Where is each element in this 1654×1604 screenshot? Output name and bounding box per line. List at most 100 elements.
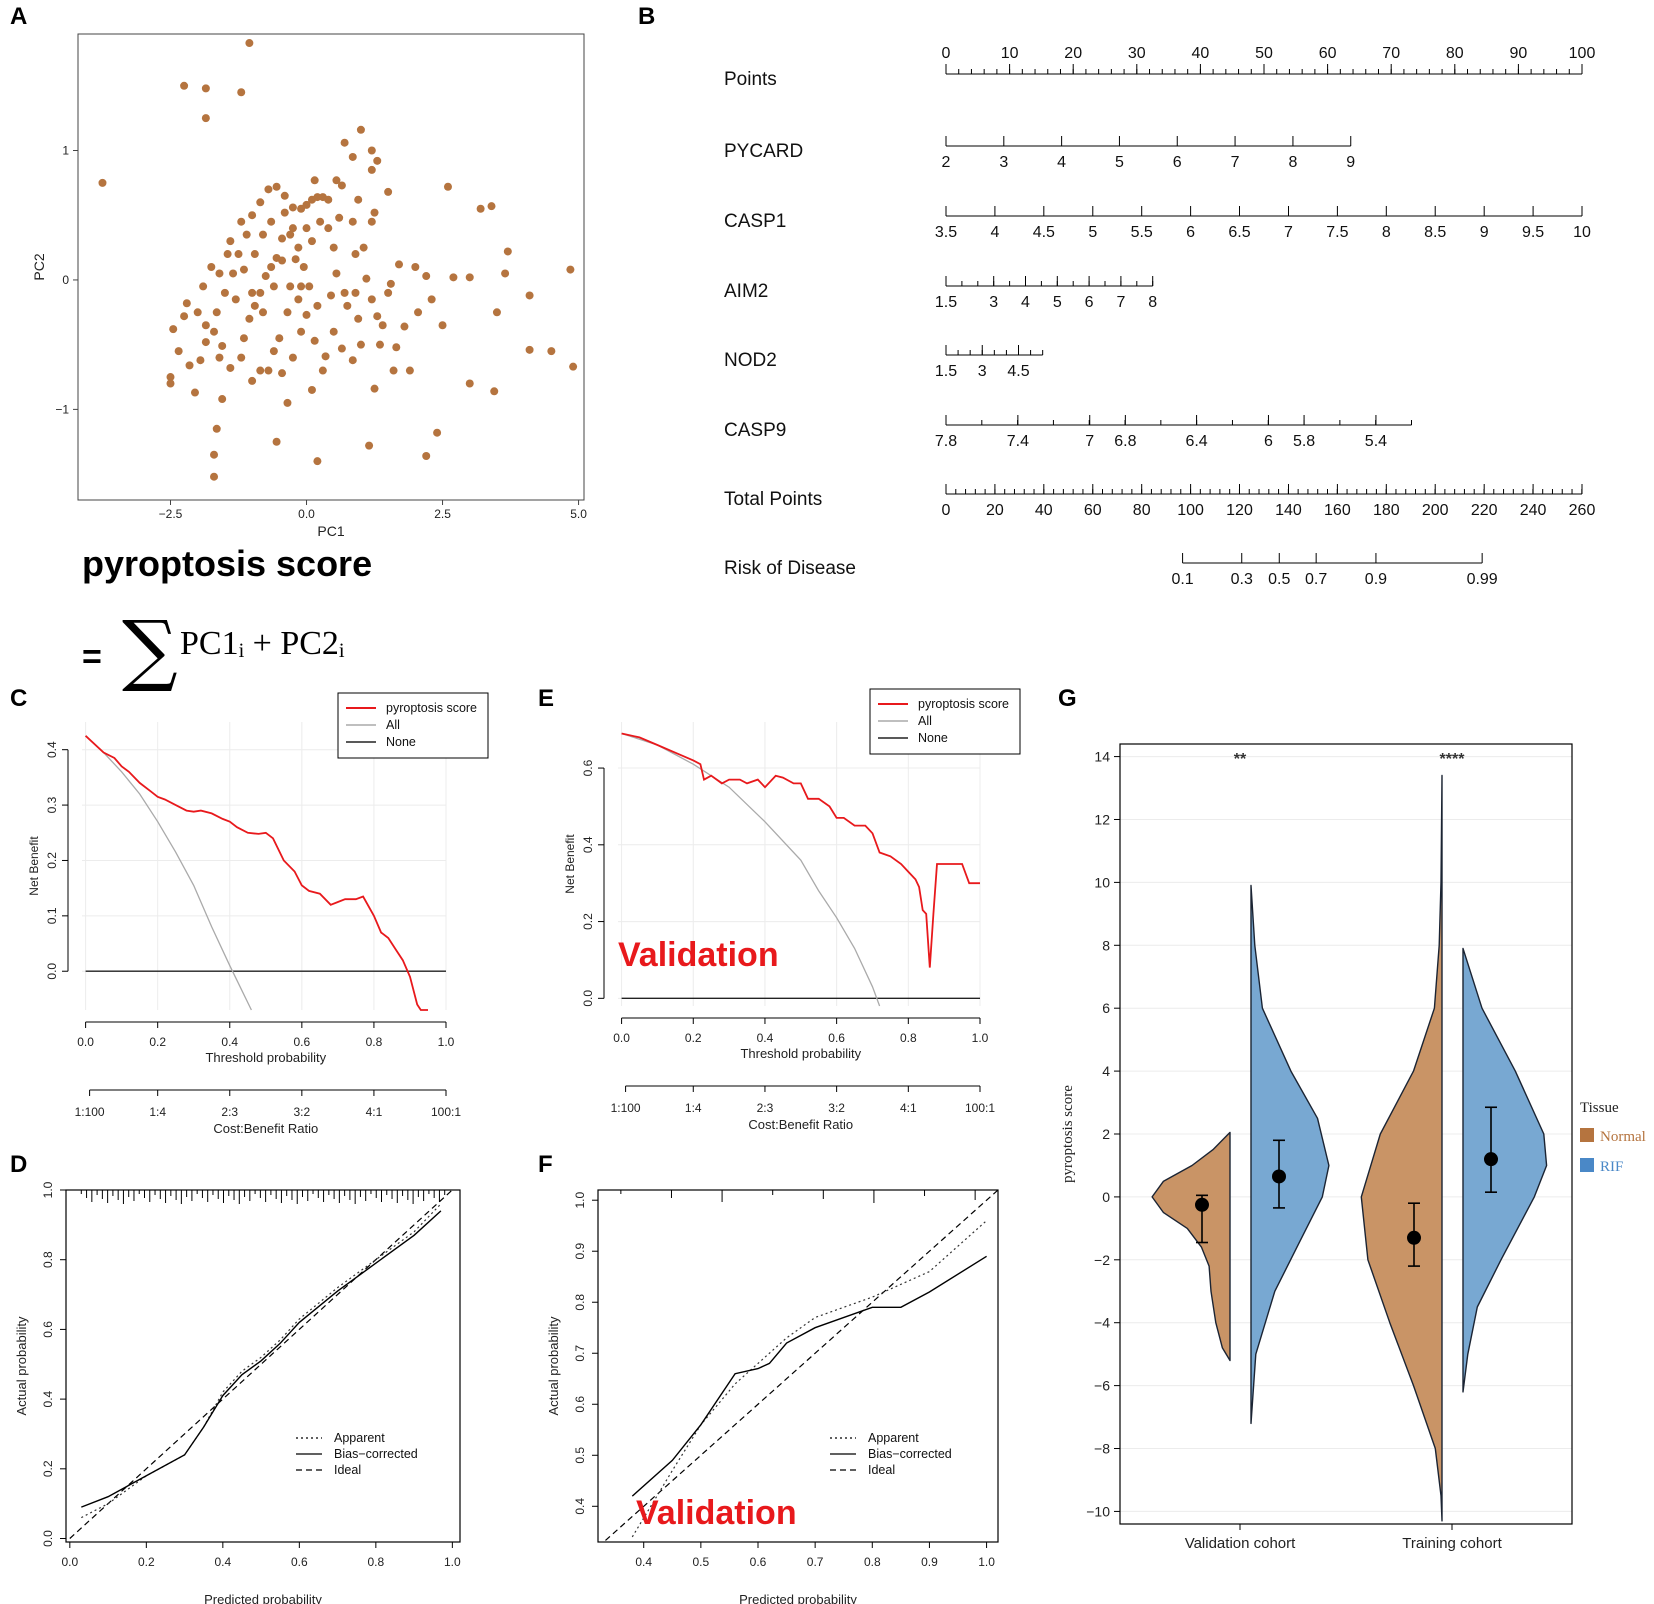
nomogram-row-name: CASP1 [724,211,786,232]
pca-point [174,347,183,356]
cal-d-y-tick-label: 0.0 [41,1530,55,1547]
violin-half-rif [1462,947,1548,1393]
dca-c-x-tick-label: 0.6 [293,1035,310,1049]
pca-point [237,217,246,226]
dca-e-x-tick-label: 0.6 [828,1031,845,1045]
dca-e-lines [621,732,980,1007]
dca-e-x-tick-label: 0.4 [757,1031,774,1045]
nomogram-tick-label: 3 [978,363,987,380]
pca-point [280,191,289,200]
pca-point [201,321,210,330]
pca-point [231,295,240,304]
dca-e-cost-tick-label: 3:2 [828,1101,845,1115]
dca-e-cost-tick-label: 1:4 [685,1101,702,1115]
nomogram-tick-label: 9 [1346,154,1355,171]
pca-point [340,138,349,147]
pca-point [395,260,404,269]
nomogram-tick-label: 20 [986,502,1004,519]
cal-d-x-tick-label: 0.0 [61,1555,78,1569]
nomogram-tick-label: 6 [1264,433,1273,450]
pca-point [302,224,311,233]
cal-f-x-tick-label: 1.0 [978,1555,995,1569]
dca-e-pyroptosis-line [621,732,980,968]
dca-e-cost-tick-label: 1:100 [611,1101,641,1115]
violin-legend-label: RIF [1600,1159,1623,1175]
pca-point [332,176,341,185]
pca-x-tick-label: 2.5 [434,507,451,521]
pca-point [348,356,357,365]
pca-point [367,217,376,226]
pca-point [449,273,458,282]
nomogram-tick-label: 10 [1573,224,1591,241]
pca-point [318,193,327,202]
dca-e-all-line [621,732,881,1007]
pca-point [327,291,335,300]
cal-f-x-tick-label: 0.4 [635,1555,652,1569]
cal-f-legend-label: Apparent [868,1431,919,1445]
pca-point [294,243,303,252]
violin-y-tick-label: −6 [1094,1378,1110,1394]
pca-point [335,213,344,222]
formula-equals: = [82,638,102,676]
dca-c-pyroptosis-line [84,735,428,1011]
violin-y-tick-label: −10 [1086,1503,1110,1519]
pca-point [275,334,284,343]
pca-point [199,282,208,291]
pca-point [286,230,295,239]
pca-point [438,321,447,330]
nomogram-tick-label: 140 [1275,502,1302,519]
pca-point [337,181,346,190]
dca-e-x-tick-label: 1.0 [972,1031,989,1045]
violin-y-tick-label: 8 [1102,937,1110,953]
nomogram-tick-label: 8 [1148,294,1157,311]
dca-c-y-axis-label: Net Benefit [27,836,41,896]
pca-point [367,295,376,304]
pca-point [220,288,229,297]
pca-y-tick-label: −1 [55,402,69,416]
pca-point [329,327,338,336]
dca-e-cost-tick-label: 2:3 [757,1101,774,1115]
pca-point [166,373,175,382]
nomogram-tick-label: 90 [1510,45,1528,62]
pca-point [207,263,216,271]
nomogram-tick-label: 200 [1422,502,1449,519]
nomogram-row-name: Total Points [724,489,822,510]
pca-point [258,230,267,239]
pca-point [218,341,227,350]
nomogram-tick-label: 160 [1324,502,1351,519]
pca-point [278,234,287,243]
pca-point [305,282,314,291]
pca-point [291,255,300,264]
pca-point [525,345,534,354]
cal-d-legend-label: Ideal [334,1463,361,1477]
nomogram-tick-label: 5.8 [1293,433,1315,450]
nomogram-row-name: Risk of Disease [724,558,856,579]
panel-label-d: D [10,1151,27,1178]
pca-point [427,295,436,304]
pca-point [384,288,393,297]
nomogram-tick-label: 0.5 [1268,571,1290,588]
pca-point [226,237,235,246]
cal-f-x-axis-label: Predicted probability [739,1592,857,1604]
pca-point [261,272,270,281]
nomogram-tick-label: 260 [1569,502,1596,519]
violin-mean-point [1407,1230,1421,1245]
nomogram-tick-label: 8 [1382,224,1391,241]
pca-plot-frame [77,33,585,501]
nomogram-tick-label: 5.4 [1365,433,1387,450]
cal-d-y-tick-label: 0.8 [41,1251,55,1268]
pca-x-tick-label: −2.5 [159,507,183,521]
violin-y-tick-label: 6 [1102,1000,1110,1016]
nomogram-tick-label: 6.5 [1228,224,1250,241]
cal-f-y-tick-label: 0.9 [573,1243,587,1260]
violin-y-axis-label: pyroptosis score [1060,1085,1076,1183]
violin-mean-point [1272,1169,1286,1184]
dca-c-legend-label: pyroptosis score [386,701,477,715]
cal-f-plot-frame [597,1189,999,1543]
nomogram-tick-label: 8.5 [1424,224,1446,241]
nomogram-tick-label: 7.8 [935,433,957,450]
dca-c-cost-tick-label: 1:100 [75,1105,105,1119]
pca-point [256,288,265,297]
pca-point [414,308,423,317]
pca-point [267,217,276,226]
